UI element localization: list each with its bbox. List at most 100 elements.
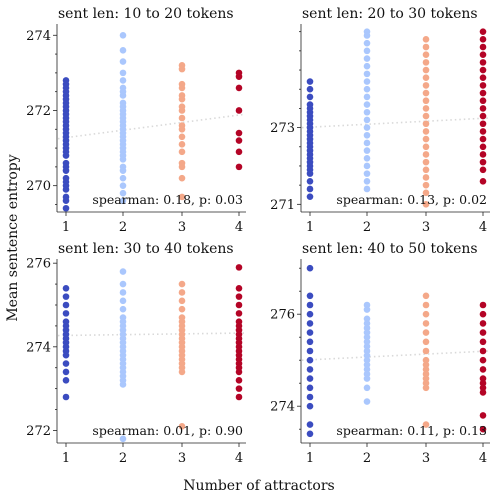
data-point bbox=[178, 95, 186, 103]
panel-4: sent len: 40 to 50 tokens 274 276 1 2 3 4 spear… bbox=[270, 241, 490, 466]
data-point bbox=[306, 338, 314, 346]
data-point bbox=[363, 147, 371, 154]
data-point bbox=[363, 324, 371, 332]
data-point bbox=[306, 430, 314, 438]
data-point bbox=[363, 170, 371, 177]
data-point bbox=[363, 93, 371, 101]
data-point bbox=[422, 135, 430, 143]
data-point bbox=[422, 36, 430, 43]
data-point bbox=[119, 58, 127, 65]
data-point bbox=[178, 141, 186, 148]
data-point bbox=[363, 301, 371, 309]
data-point bbox=[178, 163, 186, 171]
data-point bbox=[306, 78, 314, 85]
data-point bbox=[479, 112, 487, 120]
data-point bbox=[479, 375, 487, 382]
data-point bbox=[422, 166, 430, 174]
data-point bbox=[178, 305, 186, 313]
data-point bbox=[363, 62, 371, 70]
data-point bbox=[479, 389, 487, 396]
data-point bbox=[479, 89, 487, 97]
data-point bbox=[363, 139, 371, 147]
data-point bbox=[479, 347, 487, 355]
data-point bbox=[62, 368, 70, 376]
trend-line bbox=[301, 350, 490, 361]
data-point bbox=[306, 402, 314, 410]
data-point bbox=[178, 174, 186, 182]
x-tick-label: 4 bbox=[235, 451, 243, 466]
data-point bbox=[479, 74, 487, 82]
data-point bbox=[62, 301, 70, 309]
data-point bbox=[363, 32, 371, 39]
data-point bbox=[422, 120, 430, 128]
data-point bbox=[479, 59, 487, 66]
data-point bbox=[422, 143, 430, 151]
data-point bbox=[422, 151, 430, 158]
y-tick-label: 272 bbox=[26, 424, 51, 439]
data-point bbox=[178, 297, 186, 305]
y-tick-label: 274 bbox=[26, 29, 51, 44]
data-point bbox=[422, 66, 430, 74]
data-point bbox=[306, 193, 314, 200]
data-point bbox=[479, 36, 487, 43]
data-point bbox=[422, 181, 430, 189]
spearman-annotation: spearman: 0.13, p: 0.02 bbox=[336, 192, 487, 207]
x-tick-label: 3 bbox=[178, 220, 186, 235]
data-point bbox=[119, 268, 127, 275]
panel-title: sent len: 10 to 20 tokens bbox=[58, 6, 234, 22]
data-point bbox=[62, 393, 70, 401]
data-point bbox=[62, 186, 70, 193]
data-point bbox=[235, 385, 243, 392]
data-point bbox=[306, 310, 314, 318]
data-point bbox=[479, 425, 487, 433]
x-tick-label: 2 bbox=[363, 220, 371, 235]
data-point bbox=[306, 292, 314, 300]
data-point bbox=[178, 107, 186, 114]
data-point bbox=[363, 131, 371, 139]
y-tick-label: 270 bbox=[26, 179, 51, 194]
y-tick-label: 272 bbox=[26, 104, 51, 119]
data-point bbox=[62, 310, 70, 317]
data-point bbox=[363, 108, 371, 116]
data-point bbox=[235, 137, 243, 144]
data-point bbox=[62, 376, 70, 384]
data-point bbox=[235, 148, 243, 156]
x-tick-label: 1 bbox=[62, 220, 70, 235]
data-point bbox=[306, 185, 314, 193]
y-tick-label: 273 bbox=[270, 121, 295, 136]
data-point bbox=[363, 154, 371, 162]
data-point bbox=[235, 163, 243, 171]
data-point bbox=[422, 320, 430, 327]
data-point bbox=[422, 128, 430, 135]
data-point bbox=[479, 158, 487, 166]
data-point bbox=[306, 178, 314, 185]
data-point bbox=[363, 398, 371, 405]
x-tick-label: 1 bbox=[62, 451, 70, 466]
data-point bbox=[422, 421, 430, 428]
panel-1: sent len: 10 to 20 tokens 270 272 274 1 2 3 4 sp… bbox=[26, 6, 246, 235]
data-point bbox=[422, 74, 430, 82]
data-point bbox=[422, 97, 430, 105]
trend-line bbox=[57, 332, 246, 337]
data-point bbox=[422, 82, 430, 89]
data-point bbox=[422, 310, 430, 318]
data-point bbox=[235, 284, 243, 292]
y-tick-label: 274 bbox=[270, 400, 295, 415]
data-point bbox=[306, 393, 314, 401]
y-tick-label: 276 bbox=[270, 308, 295, 323]
data-point bbox=[235, 393, 243, 401]
x-axis-label: Number of attractors bbox=[183, 478, 334, 494]
data-point bbox=[306, 301, 314, 309]
data-point bbox=[363, 101, 371, 108]
data-point bbox=[178, 84, 186, 92]
data-point bbox=[479, 329, 487, 336]
data-point bbox=[479, 151, 487, 158]
data-point bbox=[422, 301, 430, 309]
data-point bbox=[178, 368, 186, 376]
data-point bbox=[363, 366, 371, 373]
data-point bbox=[363, 162, 371, 170]
data-point bbox=[422, 201, 430, 208]
y-axis-label: Mean sentence entropy bbox=[5, 154, 21, 321]
data-point bbox=[363, 116, 371, 124]
data-point bbox=[119, 381, 127, 388]
